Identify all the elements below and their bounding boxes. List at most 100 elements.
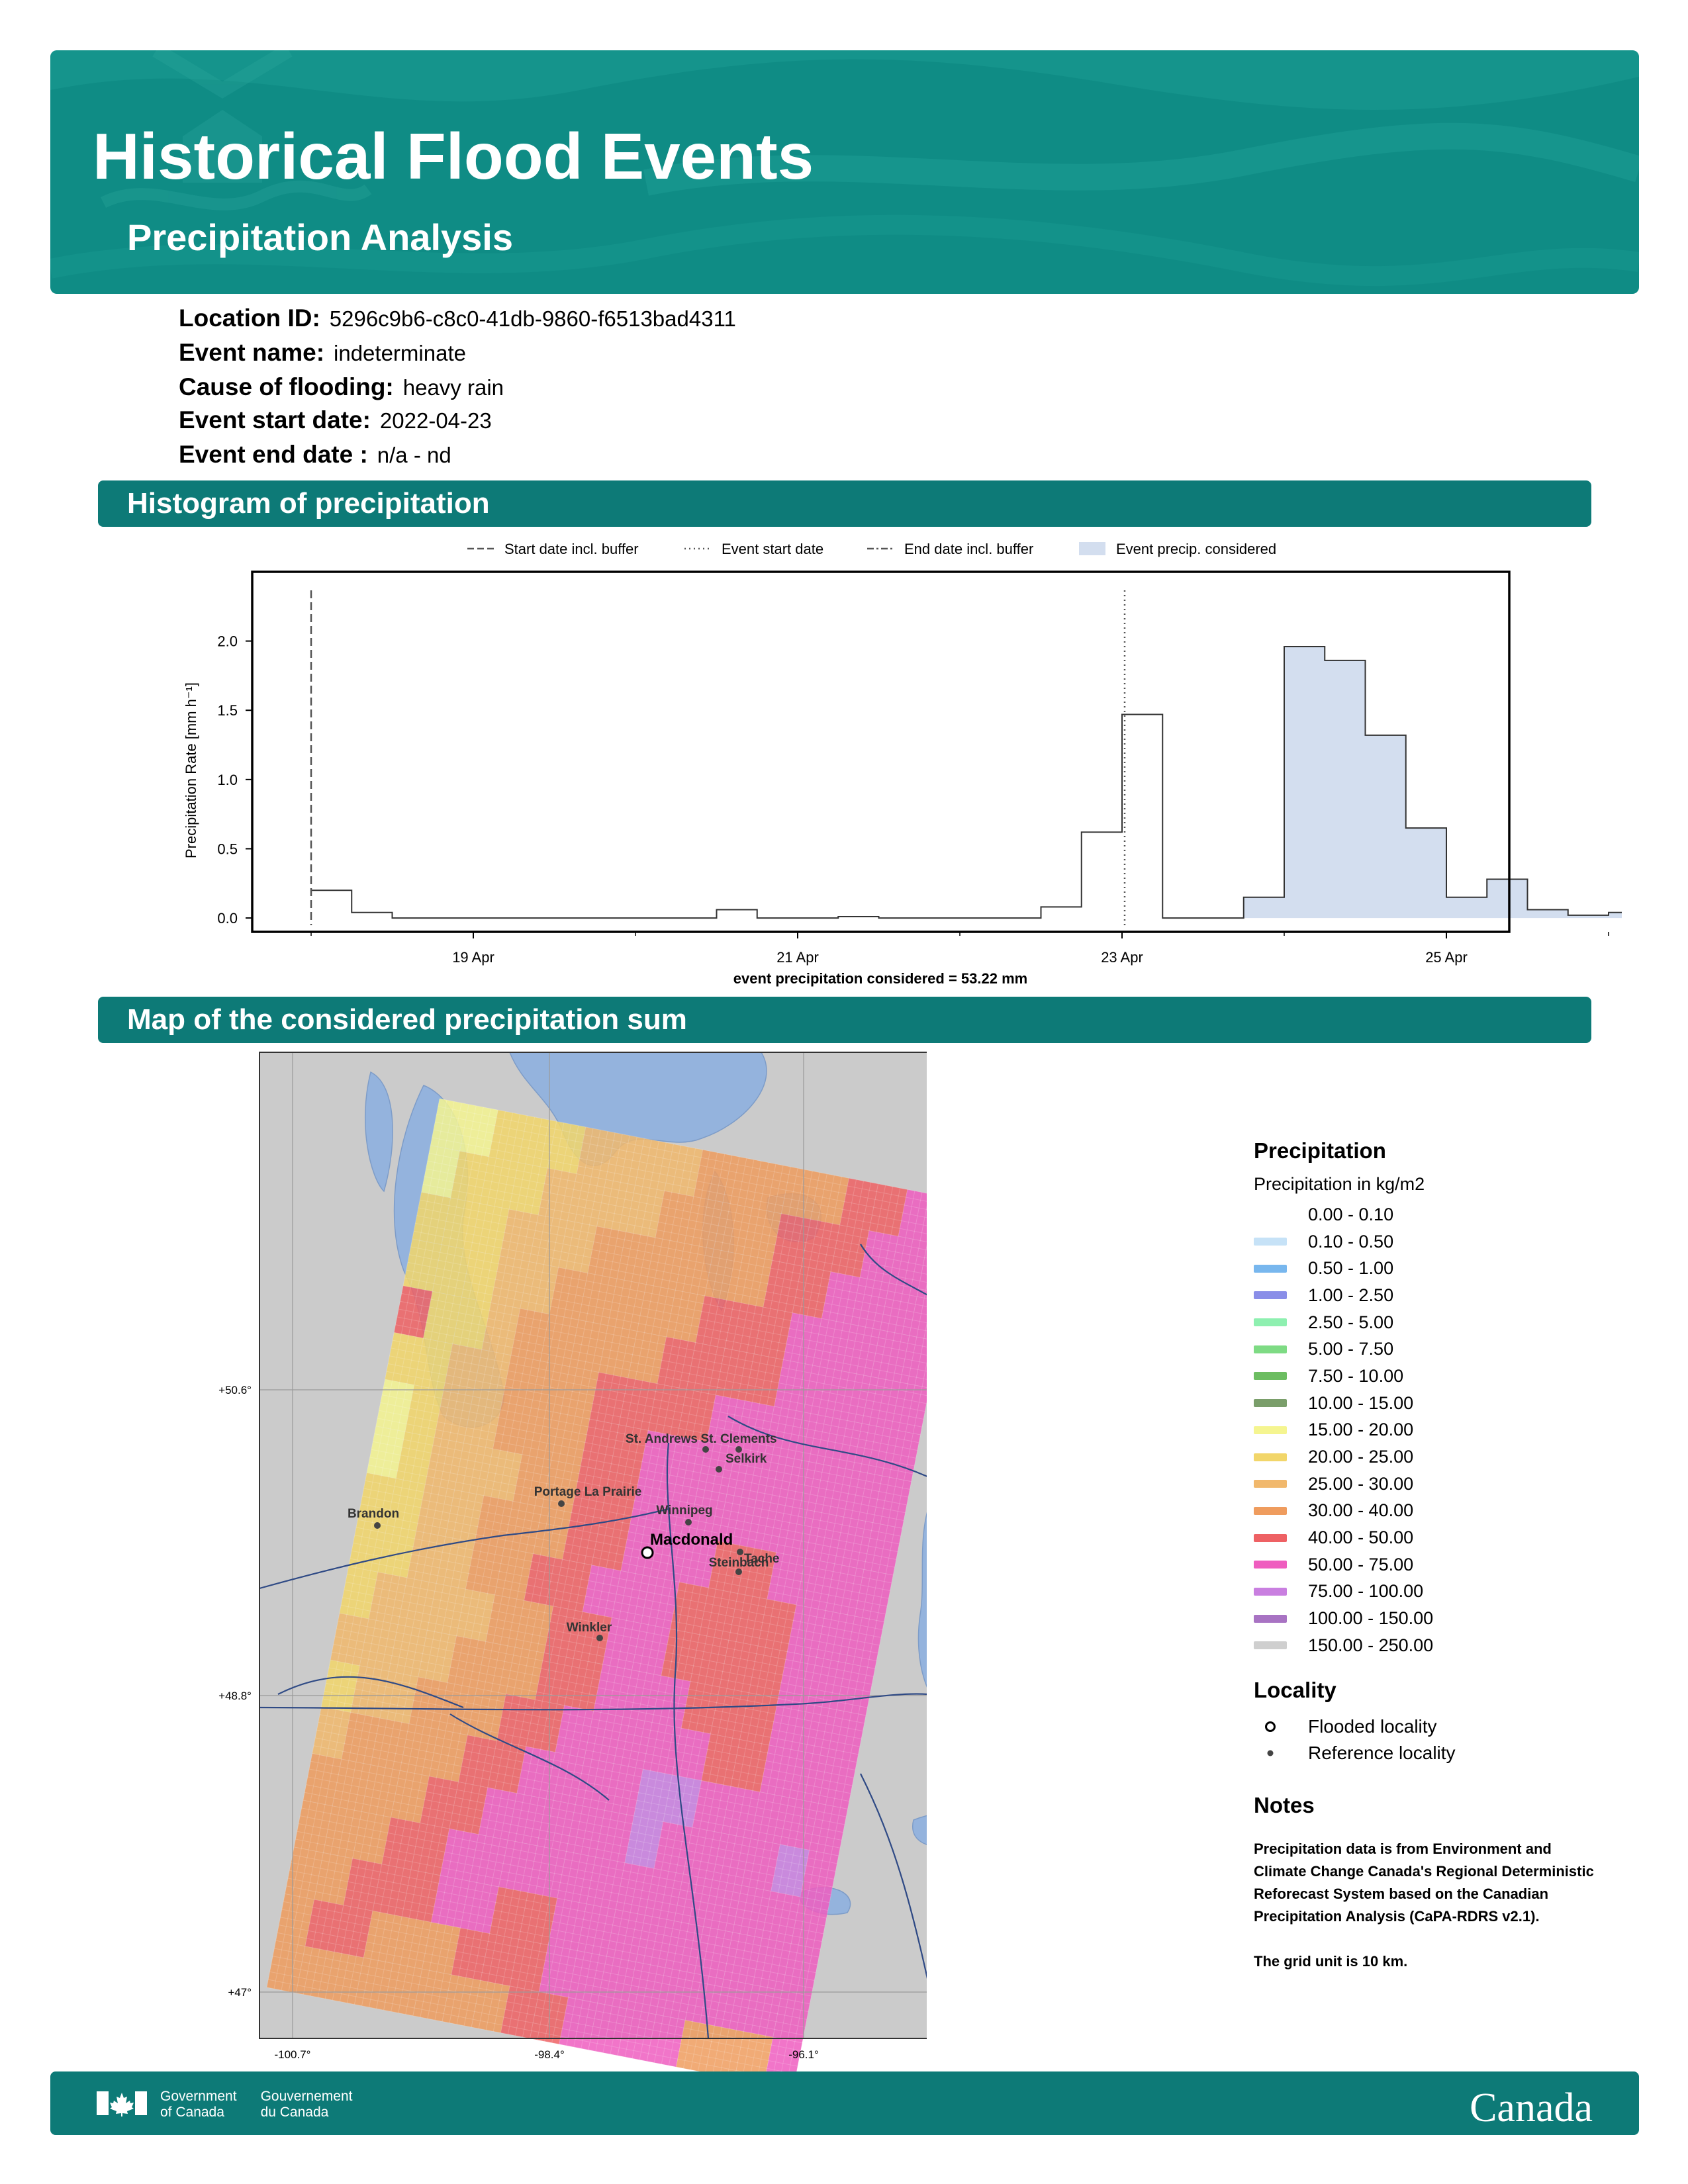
precip-cell: [839, 1178, 878, 1231]
grid-line: [418, 1207, 927, 1310]
precip-cell: [367, 1426, 406, 1479]
grid-line: [602, 1163, 776, 2053]
legend-class: 0.00 - 0.10: [1254, 1201, 1624, 1228]
precip-cell: [650, 1529, 688, 1582]
precip-step-line: [311, 645, 1622, 919]
precip-cell: [701, 1733, 740, 1787]
histogram-bin: [1406, 828, 1446, 918]
precip-cell: [830, 1224, 869, 1278]
precip-grid: [266, 1098, 927, 2078]
lake-superior-arm: [912, 1815, 927, 1845]
precip-cell: [440, 1829, 479, 1882]
precip-cell: [868, 1183, 908, 1237]
precip-cell: [801, 1219, 840, 1272]
legend-entry: End date incl. buffer: [904, 541, 1033, 557]
precip-cell: [853, 1423, 892, 1477]
precip-cell: [526, 1700, 565, 1752]
precip-cell: [511, 1308, 549, 1361]
grid-line: [380, 1402, 907, 1506]
precip-cell: [743, 1984, 782, 2038]
precip-cell: [792, 1265, 831, 1319]
legend-class: 2.50 - 5.00: [1254, 1309, 1624, 1336]
precip-cell: [620, 1524, 659, 1576]
legend-class: 100.00 - 150.00: [1254, 1605, 1624, 1632]
grid-line: [412, 1238, 927, 1342]
legend-color-swatch: [1254, 1264, 1287, 1273]
precip-cell: [314, 1852, 353, 1905]
grid-line: [426, 1168, 927, 1272]
grid-line: [361, 1116, 536, 2006]
canada-flag-icon: [97, 2089, 147, 2118]
y-axis-label: Precipitation Rate [mm h⁻¹]: [183, 682, 199, 858]
legend-color-swatch: [1254, 1480, 1287, 1488]
legend-considered-swatch: [1079, 542, 1105, 555]
notes-text: Precipitation data is from Environment a…: [1254, 1840, 1594, 1925]
end-date-row: Event end date : n/a - nd: [179, 441, 451, 469]
grid-line: [306, 1784, 833, 1888]
legend-class: 1.00 - 2.50: [1254, 1282, 1624, 1309]
grid-line: [273, 1100, 447, 1989]
grid-line: [559, 1155, 733, 2044]
grid-line: [315, 1737, 842, 1841]
grid-line: [279, 1925, 806, 2028]
grid-line: [413, 1230, 927, 1334]
grid-line: [308, 1768, 836, 1872]
precip-cell: [412, 1969, 451, 2022]
grid-line: [357, 1519, 884, 1623]
grid-line: [346, 1114, 520, 2003]
grid-line: [407, 1261, 927, 1365]
cause-value: heavy rain: [402, 375, 504, 400]
precip-cell: [481, 1302, 520, 1355]
river-winnipeg: [727, 1416, 927, 1477]
precip-cell: [679, 1535, 718, 1588]
grid-line: [394, 1332, 921, 1435]
precip-cell: [361, 1764, 400, 1817]
precip-cell: [403, 1239, 442, 1292]
precip-cell: [772, 1213, 811, 1266]
precip-cell: [710, 1687, 749, 1740]
legend-color-swatch: [1254, 1291, 1287, 1300]
grid-line: [310, 1107, 484, 1996]
legend-class: 40.00 - 50.00: [1254, 1524, 1624, 1551]
legend-class: 50.00 - 75.00: [1254, 1551, 1624, 1578]
grid-line: [326, 1682, 853, 1786]
precip-cell: [672, 1728, 711, 1781]
grid-line: [327, 1675, 854, 1778]
grid-line: [289, 1870, 816, 1974]
house-flood-icon: [100, 50, 372, 210]
grid-line: [352, 1550, 878, 1654]
precip-cell: [735, 1400, 774, 1453]
precip-cell: [600, 1471, 639, 1524]
precip-cell: [325, 1952, 364, 2005]
precip-cell: [584, 1711, 623, 1764]
histogram-bin: [1041, 907, 1082, 918]
precip-cell: [758, 1599, 796, 1652]
plot-frame: [251, 570, 1511, 933]
precip-cell: [334, 1905, 373, 1958]
grid-line: [373, 1441, 900, 1545]
grid-line: [427, 1160, 927, 1264]
precip-cell: [500, 1209, 539, 1262]
grid-line: [342, 1597, 869, 1700]
grid-line: [420, 1199, 927, 1303]
grid-line: [298, 1823, 825, 1927]
legend-color-swatch: [1254, 1533, 1287, 1542]
precip-cell: [363, 1911, 402, 1964]
precip-cell: [452, 1297, 491, 1350]
legend-color-swatch: [1254, 1399, 1287, 1408]
precip-cell: [718, 1494, 757, 1547]
precip-cell: [504, 1501, 543, 1554]
precip-cell: [371, 1717, 409, 1771]
grid-line: [646, 1172, 820, 2062]
precip-cell: [889, 1236, 927, 1289]
legend-class-label: 0.50 - 1.00: [1308, 1258, 1394, 1279]
river-east: [860, 1773, 927, 1979]
precip-cell: [730, 1739, 769, 1792]
grid-line: [280, 1917, 807, 2020]
considered-precip-area: [1162, 646, 1622, 919]
precip-cell: [454, 1443, 493, 1496]
precip-cell: [381, 1817, 420, 1870]
grid-line: [330, 1659, 857, 1763]
histogram-bin: [1122, 715, 1162, 919]
